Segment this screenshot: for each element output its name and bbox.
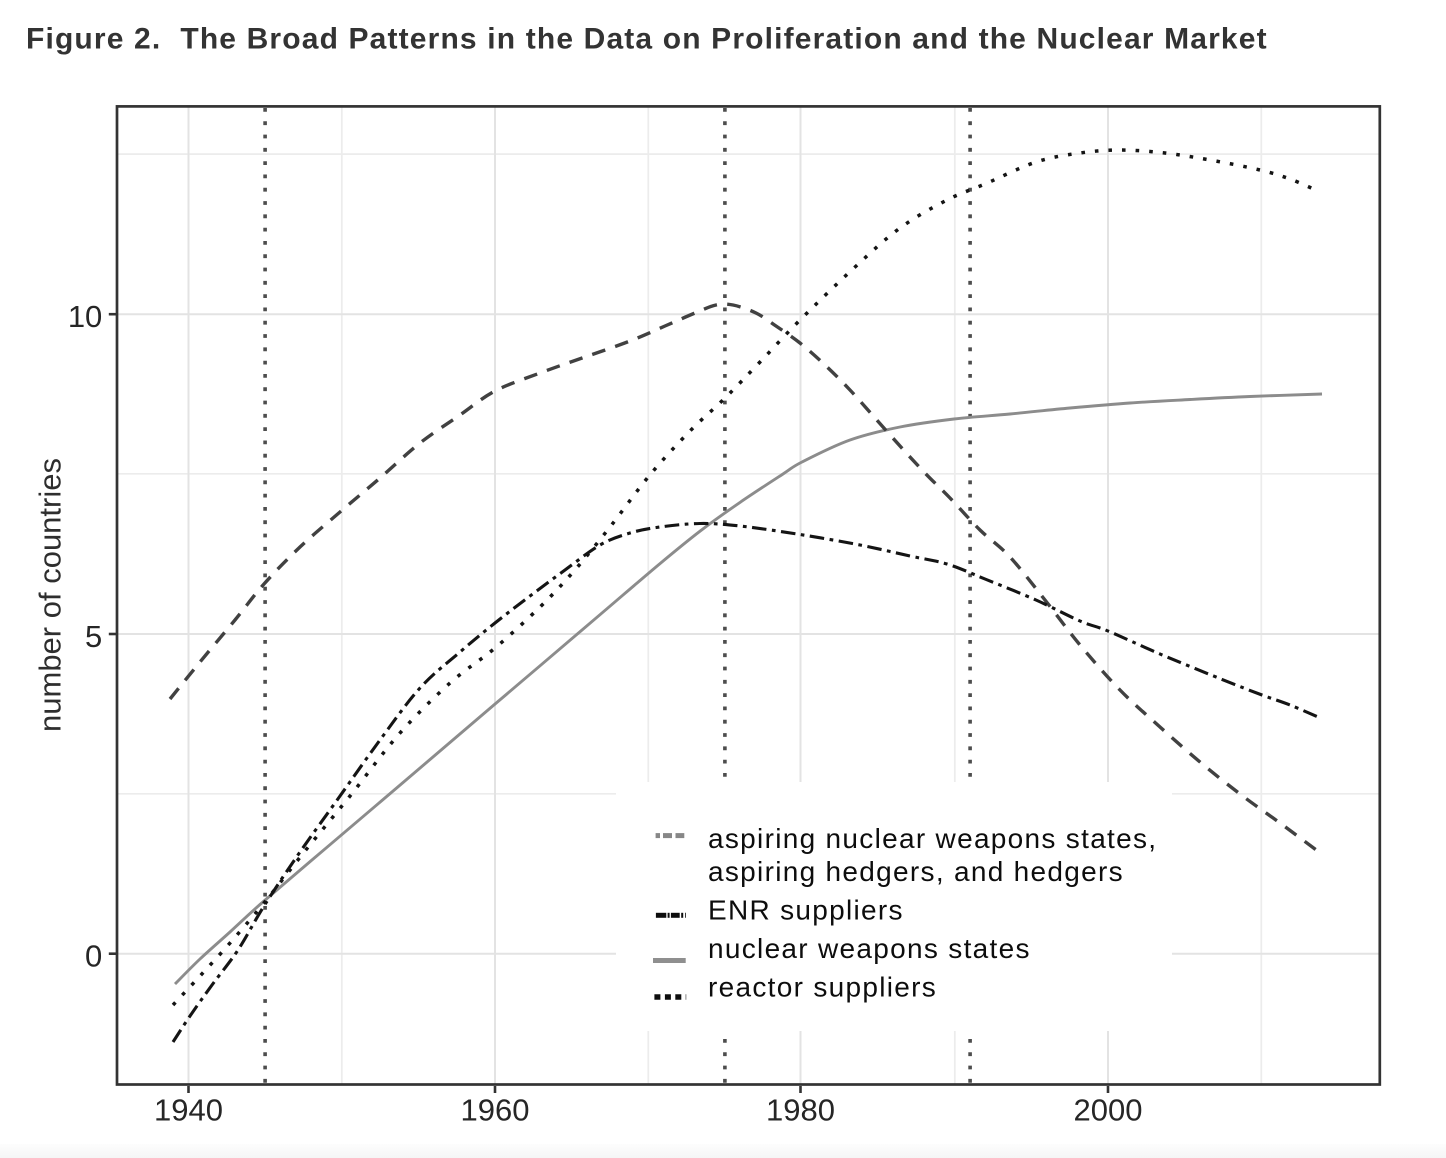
svg-text:2000: 2000 — [1074, 1092, 1143, 1127]
svg-text:10: 10 — [68, 299, 102, 334]
svg-text:0: 0 — [85, 939, 102, 974]
svg-text:Figure 2. The Broad Patterns: Figure 2. The Broad Patterns in the Data… — [26, 23, 1268, 56]
svg-text:aspiring nuclear weapons state: aspiring nuclear weapons states, — [708, 823, 1157, 854]
svg-text:reactor suppliers: reactor suppliers — [708, 972, 937, 1003]
svg-text:nuclear weapons states: nuclear weapons states — [708, 933, 1031, 964]
svg-text:aspiring hedgers, and hedgers: aspiring hedgers, and hedgers — [708, 856, 1124, 887]
svg-text:1980: 1980 — [766, 1092, 835, 1127]
svg-text:5: 5 — [85, 619, 102, 654]
svg-text:ENR suppliers: ENR suppliers — [708, 895, 904, 926]
svg-text:number of countries: number of countries — [33, 458, 68, 732]
svg-text:1960: 1960 — [461, 1092, 530, 1127]
svg-text:1940: 1940 — [154, 1092, 223, 1127]
